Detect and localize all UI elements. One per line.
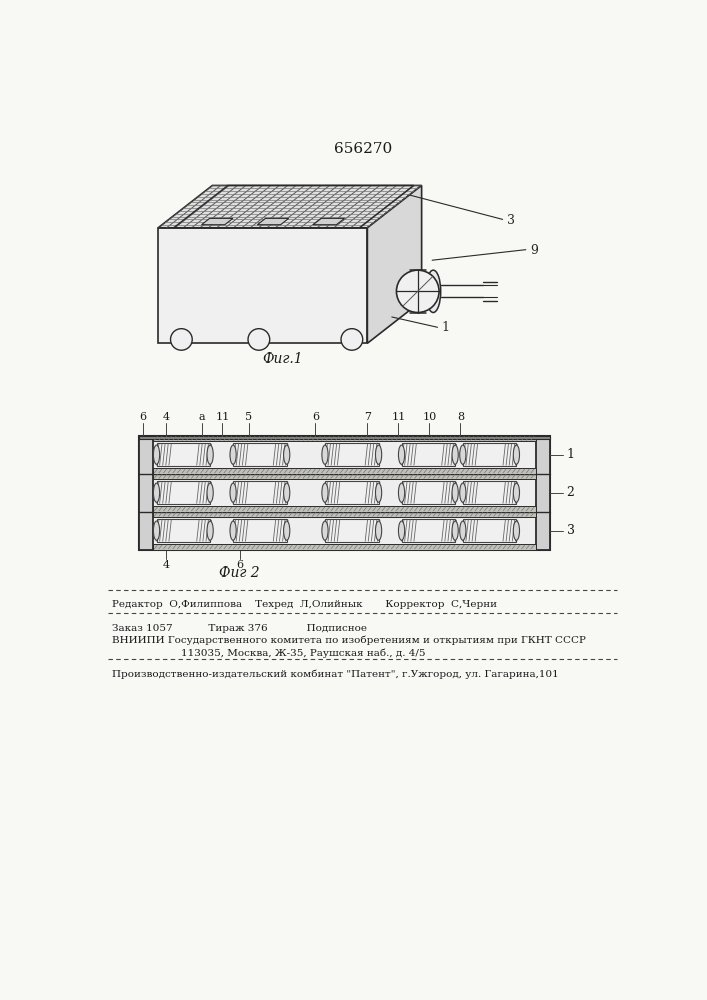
Bar xyxy=(156,443,210,466)
Ellipse shape xyxy=(207,521,214,540)
Bar xyxy=(153,436,535,441)
Ellipse shape xyxy=(460,521,466,540)
Bar xyxy=(325,481,378,504)
Text: 8: 8 xyxy=(457,412,464,422)
Circle shape xyxy=(248,329,270,350)
Text: 2: 2 xyxy=(566,486,574,499)
Text: a: a xyxy=(199,412,206,422)
Bar xyxy=(156,481,210,504)
Ellipse shape xyxy=(399,483,404,502)
Ellipse shape xyxy=(375,445,382,464)
Text: 11: 11 xyxy=(391,412,406,422)
Text: Редактор  О,Филиппова    Техред  Л,Олийнык       Корректор  С,Черни: Редактор О,Филиппова Техред Л,Олийнык Ко… xyxy=(112,600,496,609)
Polygon shape xyxy=(158,228,368,343)
Ellipse shape xyxy=(513,483,520,502)
Ellipse shape xyxy=(322,445,328,464)
Ellipse shape xyxy=(452,445,458,464)
Bar xyxy=(156,519,210,542)
Ellipse shape xyxy=(452,483,458,502)
Text: Производственно-издательский комбинат "Патент", г.Ужгород, ул. Гагарина,101: Производственно-издательский комбинат "П… xyxy=(112,670,559,679)
Text: 6: 6 xyxy=(236,560,243,570)
Text: ВНИИПИ Государственного комитета по изобретениям и открытиям при ГКНТ СССР: ВНИИПИ Государственного комитета по изоб… xyxy=(112,636,585,645)
Polygon shape xyxy=(313,218,344,225)
Bar xyxy=(463,481,516,504)
Text: 5: 5 xyxy=(245,412,252,422)
Ellipse shape xyxy=(207,445,214,464)
Ellipse shape xyxy=(322,521,328,540)
Ellipse shape xyxy=(460,445,466,464)
Bar xyxy=(233,519,287,542)
Ellipse shape xyxy=(460,483,466,502)
Ellipse shape xyxy=(375,521,382,540)
Text: 656270: 656270 xyxy=(334,142,392,156)
Text: Заказ 1057           Тираж 376            Подписное: Заказ 1057 Тираж 376 Подписное xyxy=(112,624,367,633)
Bar xyxy=(233,481,287,504)
Bar xyxy=(139,436,549,439)
Ellipse shape xyxy=(284,521,290,540)
Text: 3: 3 xyxy=(507,214,515,227)
Bar xyxy=(153,474,535,479)
Ellipse shape xyxy=(153,445,160,464)
Text: 6: 6 xyxy=(312,412,319,422)
Text: 4: 4 xyxy=(163,412,170,422)
Bar xyxy=(402,481,455,504)
Ellipse shape xyxy=(284,445,290,464)
Bar xyxy=(463,443,516,466)
Bar xyxy=(153,544,535,550)
Ellipse shape xyxy=(153,521,160,540)
Text: 113035, Москва, Ж-35, Раушская наб., д. 4/5: 113035, Москва, Ж-35, Раушская наб., д. … xyxy=(182,648,426,658)
Bar xyxy=(153,506,535,512)
Text: 4: 4 xyxy=(163,560,170,570)
Ellipse shape xyxy=(284,483,290,502)
Polygon shape xyxy=(535,436,549,550)
Circle shape xyxy=(341,329,363,350)
Ellipse shape xyxy=(513,521,520,540)
Text: 11: 11 xyxy=(216,412,230,422)
Ellipse shape xyxy=(399,521,404,540)
Bar xyxy=(325,519,378,542)
Bar xyxy=(233,443,287,466)
Ellipse shape xyxy=(230,521,236,540)
Bar xyxy=(153,512,535,517)
Bar xyxy=(153,468,535,474)
Polygon shape xyxy=(158,185,421,228)
Polygon shape xyxy=(368,185,421,343)
Circle shape xyxy=(170,329,192,350)
Ellipse shape xyxy=(513,445,520,464)
Ellipse shape xyxy=(207,483,214,502)
Polygon shape xyxy=(257,218,288,225)
Ellipse shape xyxy=(375,483,382,502)
Circle shape xyxy=(397,270,439,312)
Bar xyxy=(402,443,455,466)
Text: 10: 10 xyxy=(422,412,436,422)
Ellipse shape xyxy=(230,445,236,464)
Bar xyxy=(139,436,549,550)
Text: 1: 1 xyxy=(566,448,575,461)
Polygon shape xyxy=(139,436,153,550)
Text: 9: 9 xyxy=(530,244,538,257)
Text: 7: 7 xyxy=(364,412,371,422)
Ellipse shape xyxy=(322,483,328,502)
Bar xyxy=(402,519,455,542)
Text: Фиг.1: Фиг.1 xyxy=(262,352,303,366)
Ellipse shape xyxy=(153,483,160,502)
Bar xyxy=(463,519,516,542)
Ellipse shape xyxy=(452,521,458,540)
Text: 1: 1 xyxy=(441,321,449,334)
Text: 3: 3 xyxy=(566,524,575,537)
Text: Фиг 2: Фиг 2 xyxy=(219,566,259,580)
Bar xyxy=(325,443,378,466)
Ellipse shape xyxy=(399,445,404,464)
Ellipse shape xyxy=(426,270,440,312)
Polygon shape xyxy=(201,218,233,225)
Text: 6: 6 xyxy=(139,412,146,422)
Ellipse shape xyxy=(230,483,236,502)
